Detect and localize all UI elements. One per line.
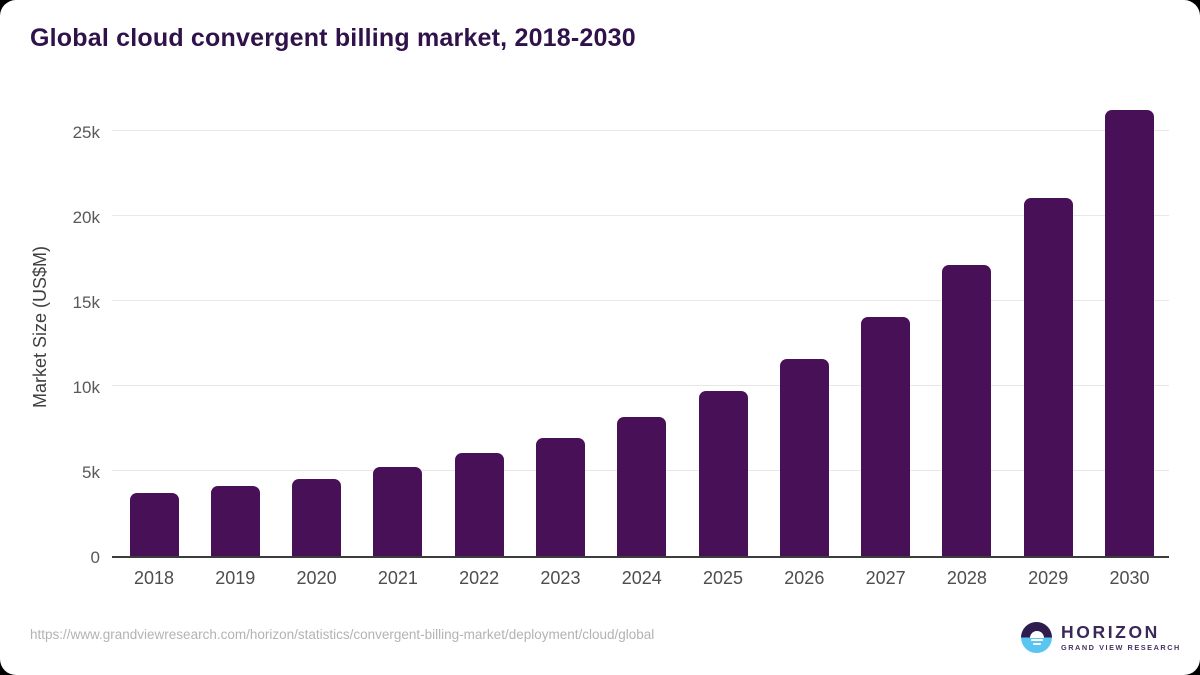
x-label-2027: 2027 — [865, 568, 906, 588]
x-label-2019: 2019 — [215, 568, 256, 588]
y-tick-10k: 10k — [72, 378, 100, 397]
source-url: https://www.grandviewresearch.com/horizo… — [30, 627, 655, 642]
logo-brand-name: HORIZON — [1061, 622, 1160, 642]
bar-2020 — [292, 478, 342, 556]
y-tick-5k: 5k — [82, 463, 100, 482]
sun-reflection-line — [1030, 639, 1043, 642]
bar-2028 — [942, 265, 992, 556]
sun-reflection-line — [1032, 643, 1041, 646]
logo-brand-subtitle: GRAND VIEW RESEARCH — [1061, 643, 1181, 652]
gridline-20k — [112, 215, 1169, 216]
bar-2022 — [454, 453, 504, 556]
bar-2018 — [129, 493, 179, 556]
x-label-2025: 2025 — [702, 568, 744, 588]
bar-2021 — [373, 466, 423, 556]
bar-2029 — [1023, 198, 1073, 556]
x-axis-labels: 2018 2019 2020 2021 2022 2023 2024 2025 2026 2027… — [112, 568, 1169, 594]
x-label-2020: 2020 — [296, 568, 337, 588]
gridline-25k — [112, 130, 1169, 131]
bar-2030 — [1104, 109, 1154, 556]
logo-text: HORIZON GRAND VIEW RESEARCH — [1061, 622, 1181, 653]
x-label-2029: 2029 — [1028, 568, 1069, 588]
sun-icon — [1029, 630, 1044, 638]
y-axis-ticks: 0 5k 10k 15k 20k 25k — [0, 95, 100, 567]
chart-title: Global cloud convergent billing market, … — [30, 24, 636, 52]
x-label-2018: 2018 — [133, 568, 175, 588]
gridline-10k — [112, 385, 1169, 386]
bar-2019 — [210, 486, 260, 556]
x-label-2021: 2021 — [377, 568, 418, 588]
y-tick-20k: 20k — [72, 208, 100, 227]
x-label-2030: 2030 — [1109, 568, 1150, 588]
x-label-2028: 2028 — [946, 568, 987, 588]
gridline-15k — [112, 300, 1169, 301]
x-label-2022: 2022 — [459, 568, 500, 588]
y-tick-15k: 15k — [72, 293, 100, 312]
x-label-2026: 2026 — [784, 568, 825, 588]
horizon-logo-icon — [1021, 622, 1052, 653]
y-tick-25k: 25k — [72, 123, 100, 142]
plot-area — [112, 95, 1169, 558]
bar-2024 — [617, 417, 667, 556]
bar-2026 — [779, 358, 829, 556]
y-tick-0: 0 — [90, 548, 100, 567]
horizon-logo: HORIZON GRAND VIEW RESEARCH — [1021, 622, 1181, 653]
bar-2023 — [535, 437, 585, 556]
x-label-2024: 2024 — [621, 568, 662, 588]
x-label-2023: 2023 — [540, 568, 581, 588]
bar-2025 — [698, 391, 748, 556]
bar-2027 — [861, 317, 911, 556]
